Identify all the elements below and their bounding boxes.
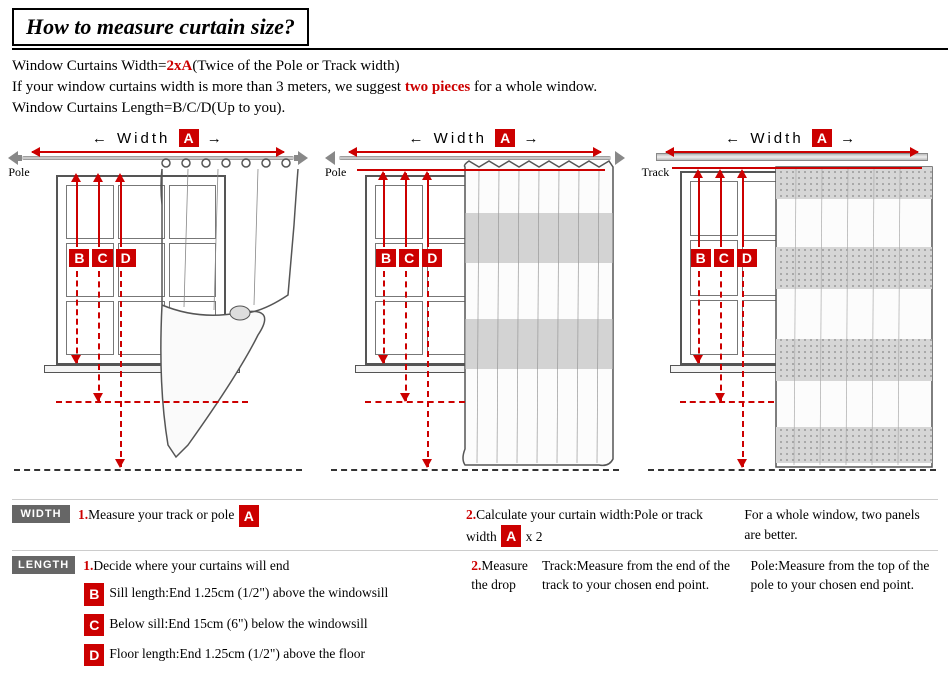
width-step-1: 1.Measure your track or pole A: [78, 505, 458, 527]
diagram-track: ← Width A → Track B C D: [642, 129, 942, 489]
diagram-pole-long: ← Width A → Pole B C D: [325, 129, 625, 489]
intro-2-hl: two pieces: [405, 79, 470, 95]
title-underline: [12, 48, 948, 50]
bcd-badges: B C D: [375, 249, 443, 267]
bcd-badges: B C D: [68, 249, 136, 267]
bcd-badges: B C D: [690, 249, 758, 267]
page-title: How to measure curtain size?: [12, 8, 309, 46]
badge-a: A: [495, 129, 515, 147]
curtain-tied: [158, 165, 308, 465]
width-label: ← Width A →: [8, 129, 308, 147]
length-tag: LENGTH: [12, 556, 75, 574]
badge-c: C: [92, 249, 112, 267]
intro-3: Window Curtains Length=B/C/D(Up to you).: [12, 98, 950, 119]
intro-1-hl: 2xA: [166, 58, 192, 74]
curtain-track: [656, 153, 928, 161]
intro-2-pre: If your window curtains width is more th…: [12, 79, 405, 95]
length-step-2: 2.Measure the drop Track:Measure from th…: [471, 556, 938, 595]
pole-label: Pole: [8, 165, 29, 180]
length-instructions: LENGTH 1.Decide where your curtains will…: [12, 550, 938, 666]
diagrams-row: ← Width A → Pole B C D: [4, 129, 946, 489]
finial-left: [8, 151, 22, 165]
width-label: ← Width A →: [325, 129, 625, 147]
badge-a: A: [179, 129, 199, 147]
badge-a: A: [812, 129, 832, 147]
intro-1-pre: Window Curtains Width=: [12, 58, 166, 74]
floor-line: [648, 469, 936, 471]
badge-b: B: [69, 249, 89, 267]
intro-text: Window Curtains Width=2xA(Twice of the P…: [12, 56, 950, 119]
floor-line: [14, 469, 302, 471]
track-label: Track: [642, 165, 670, 180]
floor-line: [331, 469, 619, 471]
instructions: WIDTH 1.Measure your track or pole A 2.C…: [12, 499, 938, 666]
width-arrow: [32, 151, 284, 153]
width-tag: WIDTH: [12, 505, 70, 523]
width-instructions: WIDTH 1.Measure your track or pole A 2.C…: [12, 499, 938, 547]
pole-label: Pole: [325, 165, 346, 180]
below-sill-line: [56, 401, 248, 403]
width-label: ← Width A →: [642, 129, 942, 147]
width-arrow: [349, 151, 601, 153]
curtain-textured: [772, 163, 936, 471]
intro-1-post: (Twice of the Pole or Track width): [192, 58, 399, 74]
width-arrow: [666, 151, 918, 153]
width-step-2: 2.Calculate your curtain width:Pole or t…: [466, 505, 938, 547]
intro-2-post: for a whole window.: [470, 79, 597, 95]
length-step-1: 1.Decide where your curtains will end B …: [83, 556, 463, 666]
badge-d: D: [116, 249, 136, 267]
curtain-pleated: [459, 159, 619, 471]
diagram-pole-tied: ← Width A → Pole B C D: [8, 129, 308, 489]
